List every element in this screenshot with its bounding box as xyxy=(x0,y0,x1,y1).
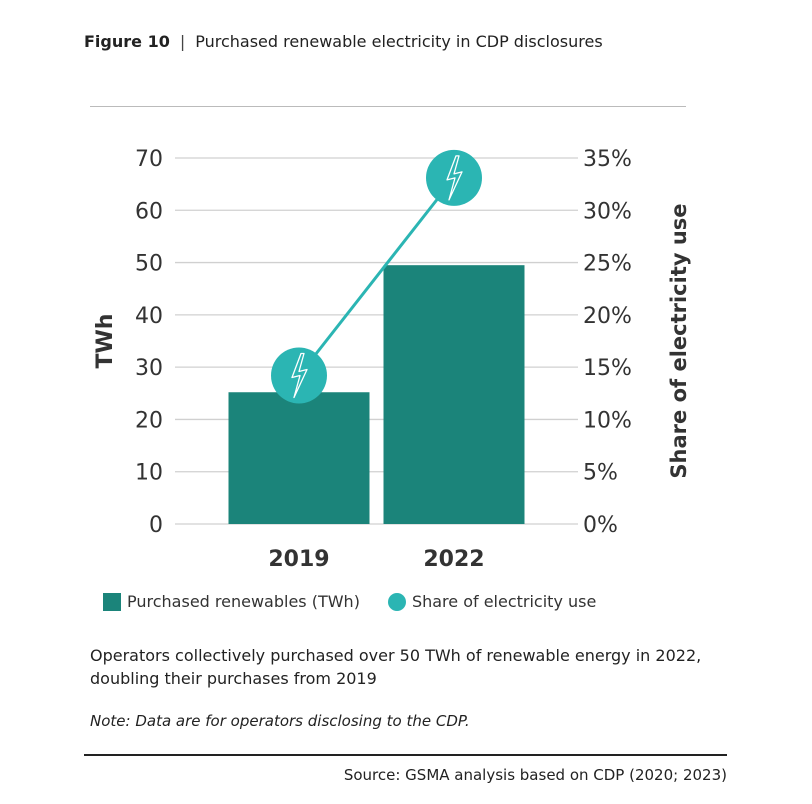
figure-title: Figure 10 | Purchased renewable electricit… xyxy=(84,32,603,51)
y-tick-label: 40 xyxy=(135,304,163,329)
y-tick-label: 20 xyxy=(135,408,163,433)
lightning-bolt-icon xyxy=(446,155,463,201)
legend-label-bar: Purchased renewables (TWh) xyxy=(127,592,360,611)
y-tick-label: 70 xyxy=(135,147,163,172)
y2-tick-label: 35% xyxy=(583,147,632,172)
y2-tick-label: 15% xyxy=(583,356,632,381)
bottom-rule xyxy=(84,754,727,756)
source: Source: GSMA analysis based on CDP (2020… xyxy=(343,766,727,784)
top-rule xyxy=(90,106,686,107)
y-axis-label: TWh xyxy=(93,314,118,369)
y2-tick-label: 20% xyxy=(583,304,632,329)
legend-swatch-bar xyxy=(103,592,121,611)
note: Note: Data are for operators disclosing … xyxy=(90,712,470,730)
y-tick-label: 30 xyxy=(135,356,163,381)
x-tick-label: 2019 xyxy=(268,547,329,572)
y2-axis-label: Share of electricity use xyxy=(667,203,691,478)
y-tick-label: 50 xyxy=(135,252,163,277)
legend: Purchased renewables (TWh) Share of elec… xyxy=(103,592,596,611)
bar-2022 xyxy=(383,265,525,524)
y2-tick-label: 10% xyxy=(583,408,632,433)
figure-title-text: Purchased renewable electricity in CDP d… xyxy=(195,32,603,51)
y2-tick-label: 30% xyxy=(583,199,632,224)
figure-label: Figure 10 xyxy=(84,32,170,51)
lightning-bolt-icon xyxy=(291,352,308,399)
share-line xyxy=(297,176,456,377)
y2-tick-label: 0% xyxy=(583,513,618,538)
y2-tick-label: 5% xyxy=(583,461,618,486)
x-tick-label: 2022 xyxy=(423,547,484,572)
y-tick-label: 10 xyxy=(135,461,163,486)
legend-label-line: Share of electricity use xyxy=(411,592,597,611)
title-separator: | xyxy=(179,32,186,51)
y-tick-label: 60 xyxy=(135,199,163,224)
caption: Operators collectively purchased over 50… xyxy=(90,646,702,688)
legend-swatch-line xyxy=(387,592,406,611)
y-tick-label: 0 xyxy=(149,513,163,538)
y2-tick-label: 25% xyxy=(583,252,632,277)
bar-2019 xyxy=(228,392,370,524)
chart: 0 0% 10 5% 20 10% 30 15% 40 20% 50 25% 60 30% 70 35% TWh… xyxy=(93,147,691,572)
